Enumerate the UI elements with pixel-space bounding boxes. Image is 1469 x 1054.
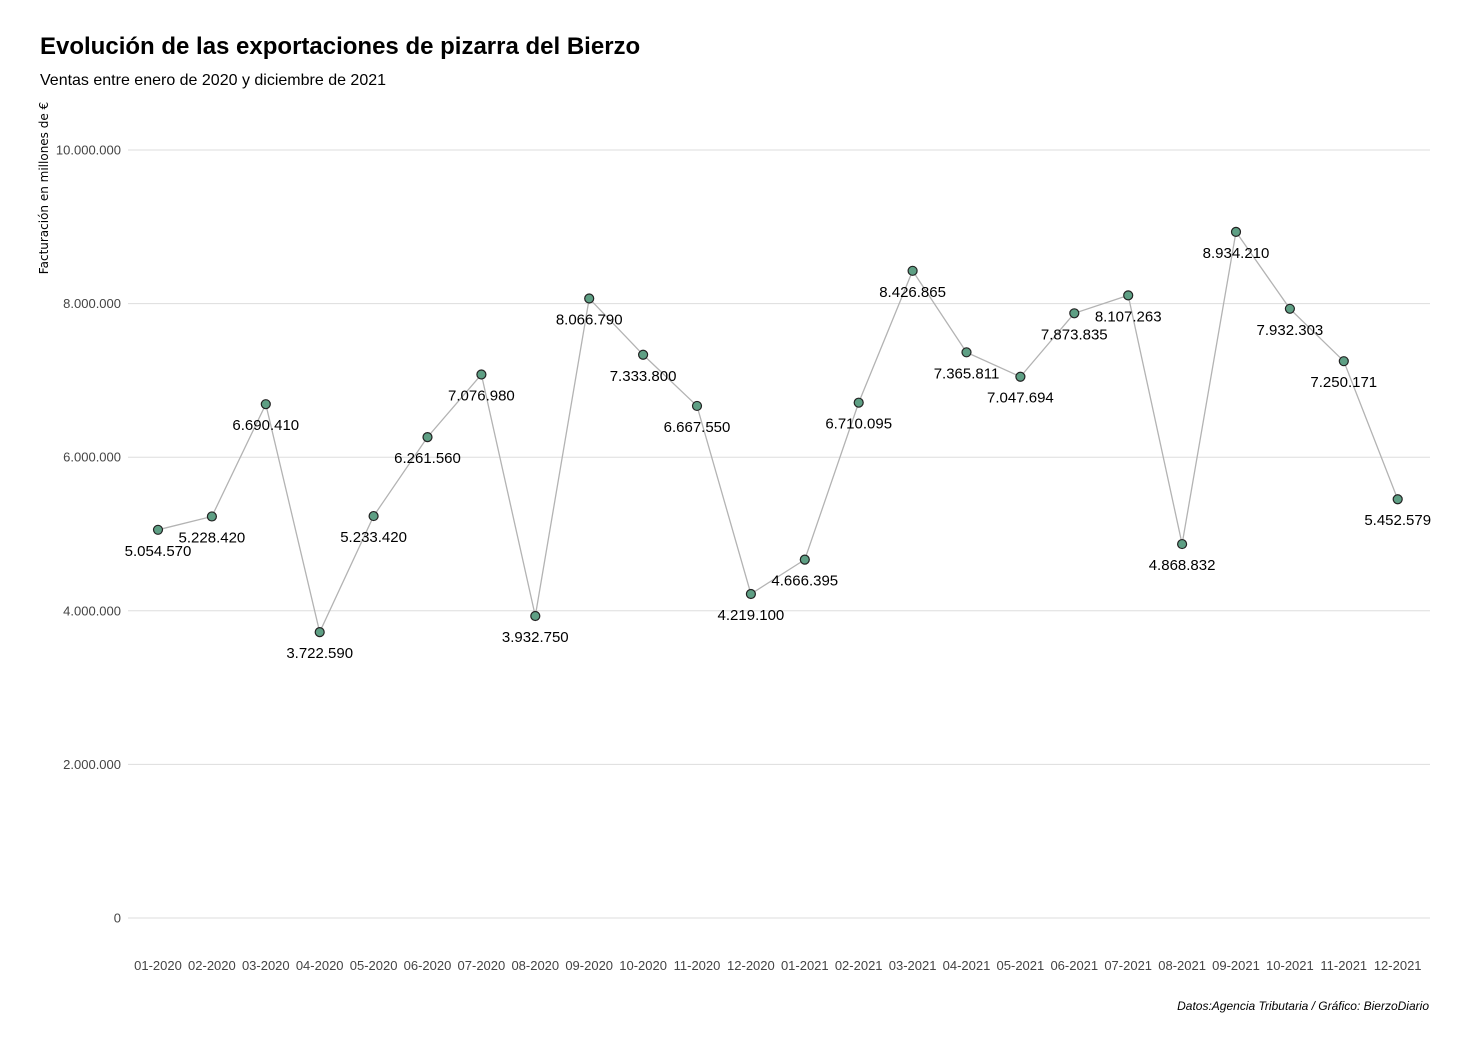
y-tick-label: 0 (114, 911, 121, 926)
data-point (1392, 494, 1403, 505)
x-tick-label: 04-2021 (943, 958, 991, 973)
x-tick-label: 12-2020 (727, 958, 775, 973)
chart-subtitle: Ventas entre enero de 2020 y diciembre d… (40, 72, 387, 89)
data-label: 4.219.100 (718, 607, 785, 624)
y-tick-label: 2.000.000 (63, 757, 121, 772)
data-label: 6.710.095 (825, 416, 892, 433)
data-label: 7.932.303 (1257, 322, 1324, 339)
data-label: 3.932.750 (502, 629, 569, 646)
data-label: 7.047.694 (987, 390, 1054, 407)
data-label: 5.233.420 (340, 529, 407, 546)
data-label: 5.054.570 (125, 543, 192, 560)
data-label: 7.076.980 (448, 387, 515, 404)
data-point (1230, 226, 1242, 237)
x-tick-label: 07-2020 (458, 958, 506, 973)
data-point (961, 347, 972, 358)
y-tick-label: 6.000.000 (63, 450, 121, 465)
data-point (1338, 356, 1349, 367)
x-tick-label: 03-2020 (242, 958, 290, 973)
data-point (206, 511, 217, 522)
data-point (1284, 303, 1296, 314)
data-point (584, 293, 595, 304)
data-point (1069, 308, 1080, 319)
data-label: 8.426.865 (879, 284, 946, 301)
data-point (637, 349, 649, 360)
data-point (314, 627, 325, 638)
data-point (368, 510, 379, 522)
x-tick-label: 01-2021 (781, 958, 829, 973)
data-point (853, 397, 864, 408)
data-label: 7.333.800 (610, 368, 677, 385)
data-point (422, 432, 433, 443)
data-point (1015, 371, 1026, 382)
data-label: 8.934.210 (1203, 245, 1270, 262)
x-tick-label: 06-2021 (1050, 958, 1098, 973)
data-label: 3.722.590 (286, 645, 353, 662)
data-point (260, 399, 271, 410)
x-tick-label: 03-2021 (889, 958, 937, 973)
x-tick-label: 08-2020 (511, 958, 559, 973)
data-label: 6.667.550 (664, 419, 731, 436)
x-tick-label: 09-2021 (1212, 958, 1260, 973)
data-label: 6.261.560 (394, 450, 461, 467)
chart-title: Evolución de las exportaciones de pizarr… (40, 33, 641, 60)
x-tick-label: 08-2021 (1158, 958, 1206, 973)
data-label: 5.228.420 (179, 529, 246, 546)
data-label: 7.365.811 (934, 365, 1000, 382)
x-tick-label: 07-2021 (1104, 958, 1152, 973)
x-tick-label: 11-2020 (674, 958, 721, 973)
x-tick-label: 05-2021 (997, 958, 1045, 973)
x-tick-label: 10-2020 (619, 958, 667, 973)
data-point (907, 265, 918, 276)
x-tick-label: 10-2021 (1266, 958, 1314, 973)
x-tick-label: 02-2021 (835, 958, 883, 973)
gridlines (128, 149, 1430, 919)
data-point (745, 588, 757, 600)
y-axis-label: Facturación en millones de € (37, 102, 51, 274)
x-tick-label: 05-2020 (350, 958, 398, 973)
data-point (152, 524, 164, 535)
x-tick-label: 11-2021 (1320, 958, 1367, 973)
data-label: 4.666.395 (771, 573, 838, 590)
data-label: 8.107.263 (1095, 308, 1162, 325)
x-tick-label: 02-2020 (188, 958, 236, 973)
data-label: 7.250.171 (1310, 374, 1377, 391)
data-point (1176, 538, 1188, 550)
data-label: 8.066.790 (556, 311, 623, 328)
chart-caption: Datos:Agencia Tributaria / Gráfico: Bier… (1177, 999, 1429, 1013)
series-line (157, 230, 1399, 635)
data-label: 4.868.832 (1149, 557, 1216, 574)
data-label: 7.873.835 (1041, 326, 1108, 343)
x-axis-ticks: 01-2020 02-2020 03-2020 04-2020 05-2020 06-20… (134, 958, 1421, 973)
data-point (530, 610, 541, 622)
y-axis-ticks: 0 2.000.000 4.000.000 6.000.000 8.000.000 10.… (56, 143, 121, 926)
x-tick-label: 12-2021 (1374, 958, 1422, 973)
data-label: 6.690.410 (232, 417, 299, 434)
x-tick-label: 06-2020 (404, 958, 452, 973)
y-tick-label: 8.000.000 (63, 296, 121, 311)
data-point (476, 369, 487, 380)
data-point (691, 400, 703, 412)
data-point (799, 554, 810, 565)
x-tick-label: 04-2020 (296, 958, 344, 973)
y-tick-label: 4.000.000 (63, 603, 121, 618)
x-tick-label: 09-2020 (565, 958, 613, 973)
x-tick-label: 01-2020 (134, 958, 182, 973)
data-point (1123, 290, 1134, 301)
data-points (152, 226, 1403, 638)
y-tick-label: 10.000.000 (56, 143, 121, 158)
data-label: 5.452.579 (1364, 512, 1431, 529)
